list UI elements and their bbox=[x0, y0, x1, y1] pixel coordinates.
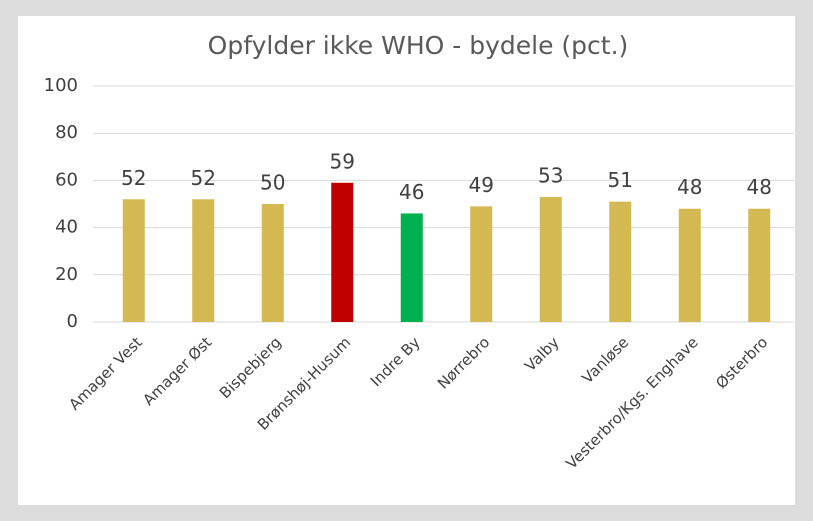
y-tick-label: 40 bbox=[55, 217, 78, 238]
bar bbox=[470, 206, 493, 322]
bar bbox=[539, 196, 562, 322]
bar bbox=[400, 213, 423, 322]
value-label: 49 bbox=[469, 173, 494, 197]
value-label: 48 bbox=[747, 175, 772, 199]
bar bbox=[678, 208, 701, 322]
bar bbox=[261, 204, 284, 322]
y-tick-label: 80 bbox=[55, 122, 78, 143]
value-label: 51 bbox=[608, 168, 633, 192]
value-label: 50 bbox=[260, 171, 285, 195]
value-label: 48 bbox=[677, 175, 702, 199]
y-tick-label: 0 bbox=[67, 311, 78, 332]
bar bbox=[331, 182, 354, 322]
value-label: 46 bbox=[399, 180, 424, 204]
value-label: 52 bbox=[191, 166, 216, 190]
bar bbox=[192, 199, 215, 322]
chart-title: Opfylder ikke WHO - bydele (pct.) bbox=[208, 31, 629, 60]
bar bbox=[609, 201, 632, 322]
y-tick-label: 60 bbox=[55, 169, 78, 190]
bar bbox=[122, 199, 145, 322]
value-label: 52 bbox=[121, 166, 146, 190]
value-label: 53 bbox=[538, 163, 563, 187]
bar bbox=[748, 208, 771, 322]
value-label: 59 bbox=[330, 149, 355, 173]
y-tick-label: 20 bbox=[55, 264, 78, 285]
y-tick-label: 100 bbox=[44, 75, 78, 96]
